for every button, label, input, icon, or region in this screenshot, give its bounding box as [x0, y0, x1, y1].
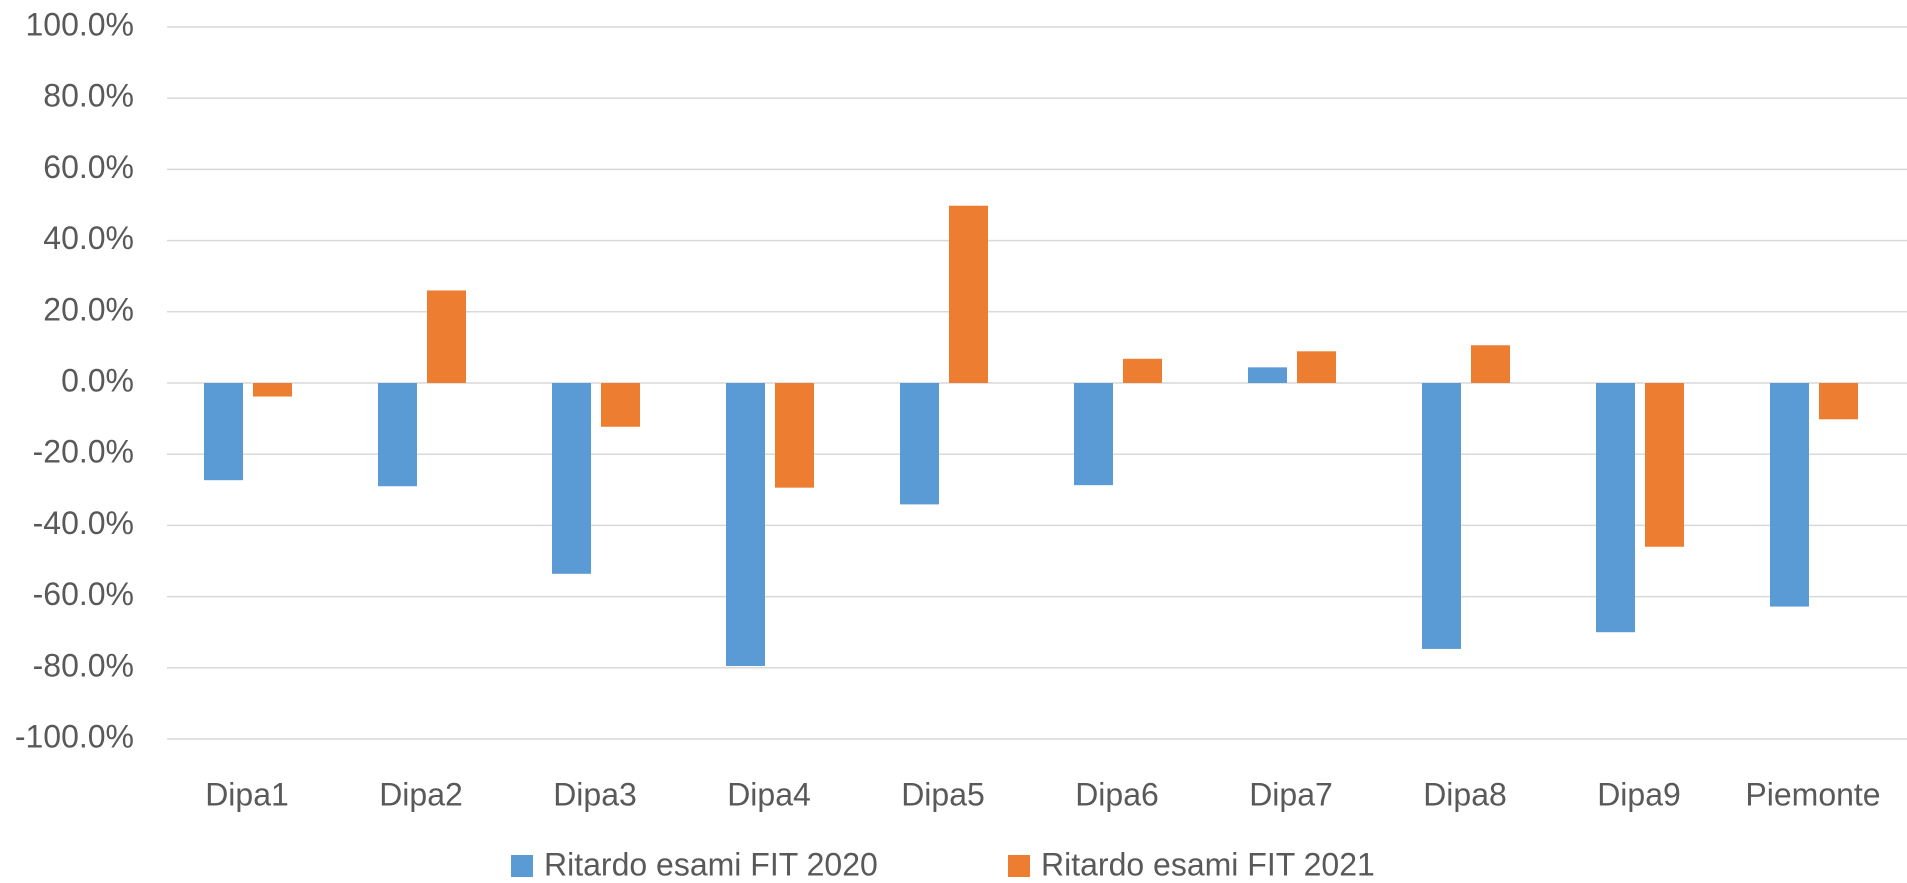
y-tick-label: 100.0%: [25, 6, 134, 42]
bar: [726, 383, 765, 667]
bar: [1297, 351, 1336, 383]
bar: [1596, 383, 1635, 633]
y-tick-label: -100.0%: [15, 718, 134, 754]
legend-swatch: [1008, 855, 1030, 877]
x-tick-label: Dipa4: [727, 776, 811, 812]
x-tick-label: Dipa6: [1075, 776, 1159, 812]
y-tick-label: 0.0%: [61, 362, 134, 398]
x-tick-label: Dipa5: [901, 776, 985, 812]
bar: [601, 383, 640, 427]
legend-swatch: [511, 855, 533, 877]
legend-label: Ritardo esami FIT 2021: [1041, 846, 1375, 882]
bar: [1770, 383, 1809, 607]
bar: [1123, 358, 1162, 383]
x-tick-label: Dipa1: [205, 776, 289, 812]
bar: [378, 383, 417, 487]
x-tick-label: Piemonte: [1745, 776, 1880, 812]
bar: [1248, 367, 1287, 383]
x-tick-label: Dipa7: [1249, 776, 1333, 812]
bar: [949, 205, 988, 383]
legend-label: Ritardo esami FIT 2020: [544, 846, 878, 882]
bar: [552, 383, 591, 574]
bar: [775, 383, 814, 488]
x-tick-label: Dipa9: [1597, 776, 1681, 812]
bar: [1422, 383, 1461, 649]
bar: [204, 383, 243, 481]
y-tick-label: 80.0%: [43, 78, 134, 114]
y-tick-label: -20.0%: [33, 434, 134, 470]
x-tick-label: Dipa3: [553, 776, 637, 812]
y-tick-label: -80.0%: [33, 647, 134, 683]
x-tick-label: Dipa2: [379, 776, 463, 812]
bar: [900, 383, 939, 505]
bar: [1471, 345, 1510, 383]
bar: [1074, 383, 1113, 486]
bar: [427, 290, 466, 383]
bar: [253, 383, 292, 397]
bar: [1819, 383, 1858, 420]
y-tick-label: -40.0%: [33, 505, 134, 541]
y-tick-label: 40.0%: [43, 220, 134, 256]
y-tick-label: 60.0%: [43, 149, 134, 185]
y-tick-label: 20.0%: [43, 291, 134, 327]
bar: [1645, 383, 1684, 547]
x-tick-label: Dipa8: [1423, 776, 1507, 812]
y-tick-label: -60.0%: [33, 576, 134, 612]
